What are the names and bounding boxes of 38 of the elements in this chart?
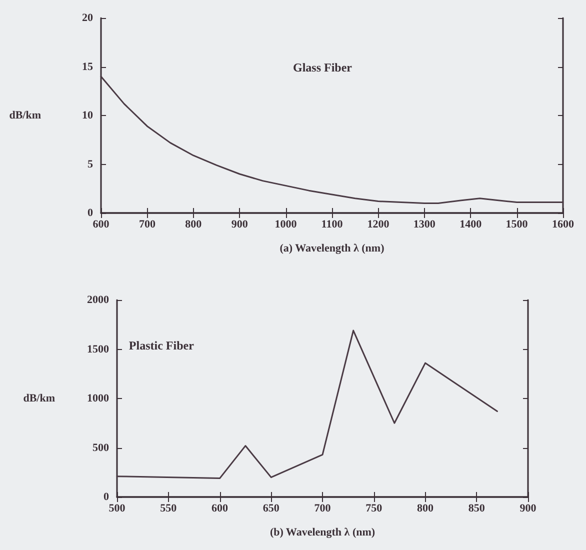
y-tick-label: 0 (88, 207, 94, 219)
y-tick-label: 1500 (87, 343, 110, 356)
y-axis-title: dB/km (23, 392, 55, 404)
annotation: Glass Fiber (293, 60, 353, 75)
y-tick-label: 5 (88, 158, 94, 170)
x-tick-label: 900 (231, 218, 248, 230)
x-tick-label: 1600 (552, 218, 574, 230)
x-tick-label: 850 (468, 502, 486, 514)
line-series (116, 330, 498, 480)
x-axis-title: (b) Wavelength λ (nm) (270, 526, 376, 538)
x-tick-label: 650 (262, 502, 280, 514)
y-tick-label: 0 (104, 491, 110, 503)
x-axis-title: (a) Wavelength λ (nm) (280, 242, 385, 254)
x-tick-label: 1500 (506, 218, 528, 230)
x-tick-label: 600 (212, 502, 228, 514)
x-tick-label: 1100 (321, 218, 344, 230)
x-tick-label: 1000 (274, 218, 298, 230)
x-tick-label: 700 (138, 218, 156, 230)
x-tick-label: 700 (314, 502, 332, 514)
annotation: Plastic Fiber (128, 338, 195, 352)
x-tick-label: 1300 (413, 218, 436, 230)
x-tick-label: 800 (417, 502, 434, 514)
y-tick-label: 10 (82, 110, 94, 122)
line-series (100, 76, 564, 204)
y-tick-label: 15 (82, 60, 94, 73)
x-tick-label: 500 (108, 502, 126, 514)
x-tick-label: 600 (92, 218, 110, 230)
y-tick-label: 1000 (87, 392, 110, 404)
y-axis-title: dB/km (9, 110, 41, 122)
y-tick-label: 2000 (87, 294, 110, 306)
x-tick-label: 900 (520, 502, 537, 514)
x-tick-label: 800 (185, 218, 202, 230)
x-tick-label: 1400 (460, 218, 482, 230)
x-tick-label: 550 (160, 502, 178, 514)
x-tick-label: 1200 (367, 218, 390, 230)
y-tick-label: 500 (92, 442, 110, 454)
x-tick-label: 750 (366, 502, 383, 514)
y-tick-label: 20 (82, 12, 94, 24)
